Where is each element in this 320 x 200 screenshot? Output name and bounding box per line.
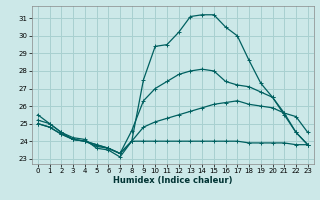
X-axis label: Humidex (Indice chaleur): Humidex (Indice chaleur) [113, 176, 233, 185]
